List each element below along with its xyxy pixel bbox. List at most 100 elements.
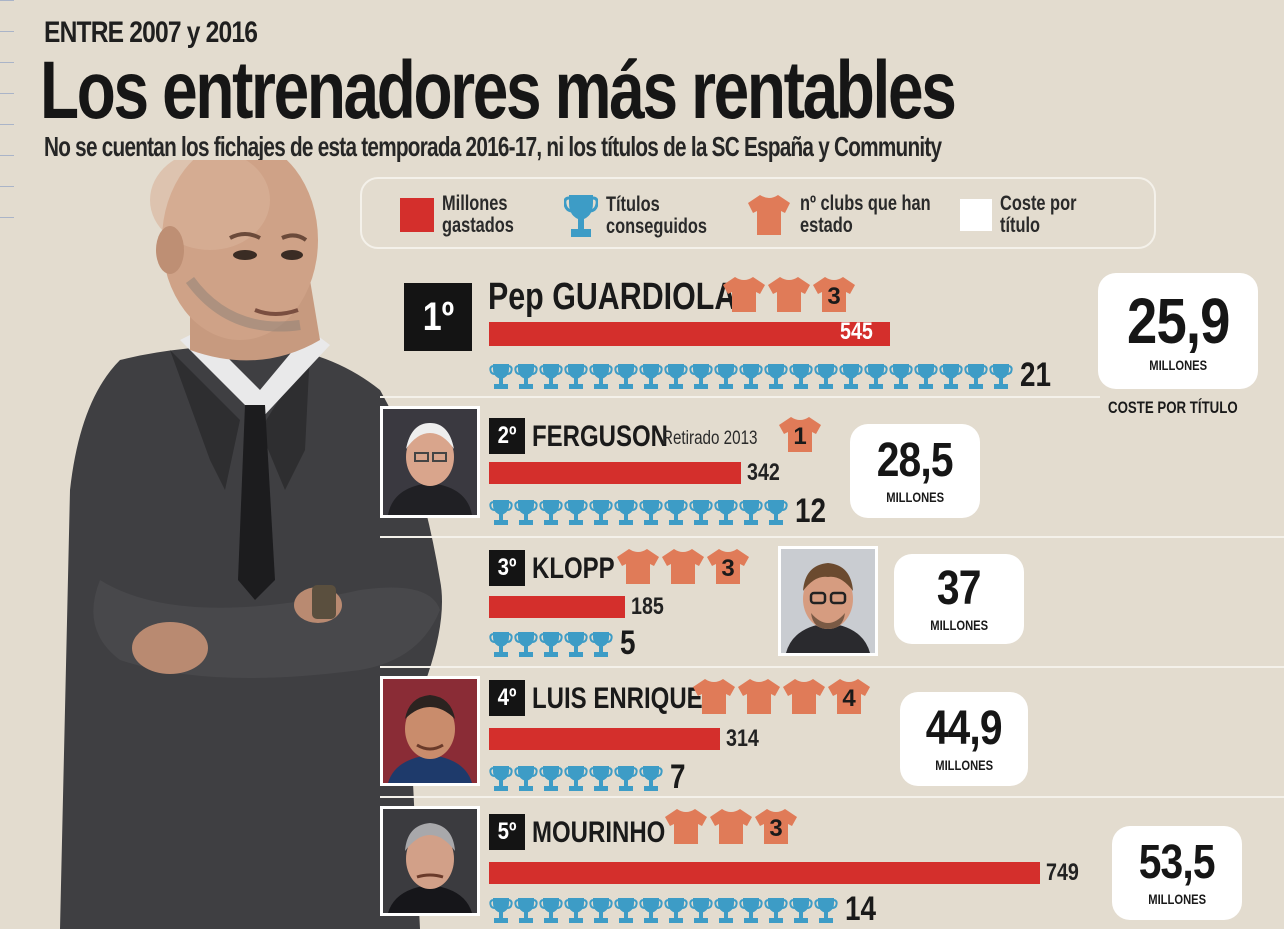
cost-value: 53,5 <box>1138 836 1216 889</box>
legend-swatch-white <box>960 199 992 231</box>
titles-count: 12 <box>795 492 827 530</box>
ruled-margin <box>0 0 14 260</box>
trophy-icon <box>589 632 613 657</box>
rank-label: 4º <box>497 684 517 711</box>
trophy-icon <box>714 500 738 525</box>
row-separator <box>380 536 1284 538</box>
shirt-icon <box>768 277 810 312</box>
trophy-icon <box>539 632 563 657</box>
kicker: ENTRE 2007 y 2016 <box>44 16 258 49</box>
trophy-icon <box>589 898 613 923</box>
trophy-icon <box>664 364 688 389</box>
clubs-shirts: 3 <box>617 549 749 584</box>
trophy-icon <box>514 898 538 923</box>
trophy-icon <box>764 500 788 525</box>
spent-bar <box>489 728 721 750</box>
clubs-shirts: 3 <box>723 277 855 312</box>
trophy-icon <box>489 500 513 525</box>
clubs-count: 4 <box>842 685 856 712</box>
legend-swatch-red <box>400 198 434 232</box>
trophy-icon <box>614 898 638 923</box>
trophy-icon <box>889 364 913 389</box>
titles-trophies <box>489 500 788 525</box>
clubs-count: 1 <box>793 423 806 450</box>
cost-box: 28,5 MILLONES <box>850 424 980 518</box>
trophy-icon <box>814 898 838 923</box>
trophy-icon <box>714 898 738 923</box>
rank-label: 1º <box>422 294 454 339</box>
shirt-icon <box>738 679 780 714</box>
titles-trophies <box>489 766 663 791</box>
shirt-icon <box>710 809 752 844</box>
spent-bar <box>489 862 1041 884</box>
cost-unit: MILLONES <box>930 617 988 633</box>
shirt-icon: 1 <box>779 417 821 452</box>
trophy-icon <box>489 766 513 791</box>
row-separator <box>380 396 1100 398</box>
trophy-icon <box>864 364 888 389</box>
titles-count: 21 <box>1020 356 1052 394</box>
trophy-icon <box>839 364 863 389</box>
page-subtitle: No se cuentan los fichajes de esta tempo… <box>44 131 942 162</box>
shirt-icon: 3 <box>813 277 855 312</box>
trophy-icon <box>514 766 538 791</box>
trophy-icon <box>539 364 563 389</box>
mourinho-portrait-icon <box>383 809 477 913</box>
rank-badge: 2º <box>489 418 525 454</box>
titles-count: 14 <box>845 890 877 928</box>
legend-label-clubs: nº clubs que han estado <box>800 192 931 237</box>
trophy-icon <box>564 500 588 525</box>
trophy-icon <box>639 898 663 923</box>
rank-label: 5º <box>497 818 517 845</box>
spent-value: 545 <box>840 318 873 345</box>
trophy-icon <box>564 195 598 237</box>
legend-label-titles: Títulos conseguidos <box>606 193 708 238</box>
cost-unit: MILLONES <box>886 489 944 505</box>
rank-badge: 1º <box>404 283 472 351</box>
coach-note: Retirado 2013 <box>662 428 758 449</box>
trophy-icon <box>514 364 538 389</box>
trophy-icon <box>564 364 588 389</box>
coach-photo-mourinho <box>380 806 480 916</box>
legend-item-spent: Millones gastados <box>400 193 542 237</box>
shirt-icon <box>748 195 790 235</box>
trophy-icon <box>689 364 713 389</box>
rank-badge: 4º <box>489 680 525 716</box>
ferguson-portrait-icon <box>383 409 477 515</box>
cost-value: 25,9 <box>1126 285 1230 357</box>
legend-item-clubs: nº clubs que han estado <box>746 193 970 237</box>
shirt-icon <box>665 809 707 844</box>
trophy-icon <box>664 500 688 525</box>
titles-trophies <box>489 364 1013 389</box>
legend-item-titles: Títulos conseguidos <box>564 193 736 239</box>
rank-label: 3º <box>497 554 517 581</box>
clubs-shirts: 3 <box>665 809 797 844</box>
shirt-icon <box>662 549 704 584</box>
rank-badge: 3º <box>489 550 525 586</box>
trophy-icon <box>764 364 788 389</box>
trophy-icon <box>964 364 988 389</box>
trophy-icon <box>689 500 713 525</box>
coach-hero-illustration <box>60 160 442 929</box>
cost-value: 44,9 <box>925 702 1003 755</box>
shirt-icon: 4 <box>828 679 870 714</box>
trophy-icon <box>614 766 638 791</box>
shirt-icon: 3 <box>755 809 797 844</box>
trophy-icon <box>739 500 763 525</box>
coach-name: LUIS ENRIQUE <box>532 682 703 715</box>
trophy-icon <box>539 898 563 923</box>
trophy-icon <box>664 898 688 923</box>
cost-unit: MILLONES <box>935 757 993 773</box>
trophy-icon <box>814 364 838 389</box>
row-separator <box>380 666 1284 668</box>
klopp-portrait-icon <box>781 549 875 653</box>
coach-name: MOURINHO <box>532 816 666 849</box>
clubs-count: 3 <box>769 815 782 842</box>
clubs-count: 3 <box>721 555 734 582</box>
shirt-icon <box>783 679 825 714</box>
cost-caption: COSTE POR TÍTULO <box>1108 398 1238 417</box>
cost-box: 25,9 MILLONES <box>1098 273 1258 389</box>
trophy-icon <box>589 364 613 389</box>
trophy-icon <box>489 632 513 657</box>
cost-value: 28,5 <box>876 434 954 487</box>
